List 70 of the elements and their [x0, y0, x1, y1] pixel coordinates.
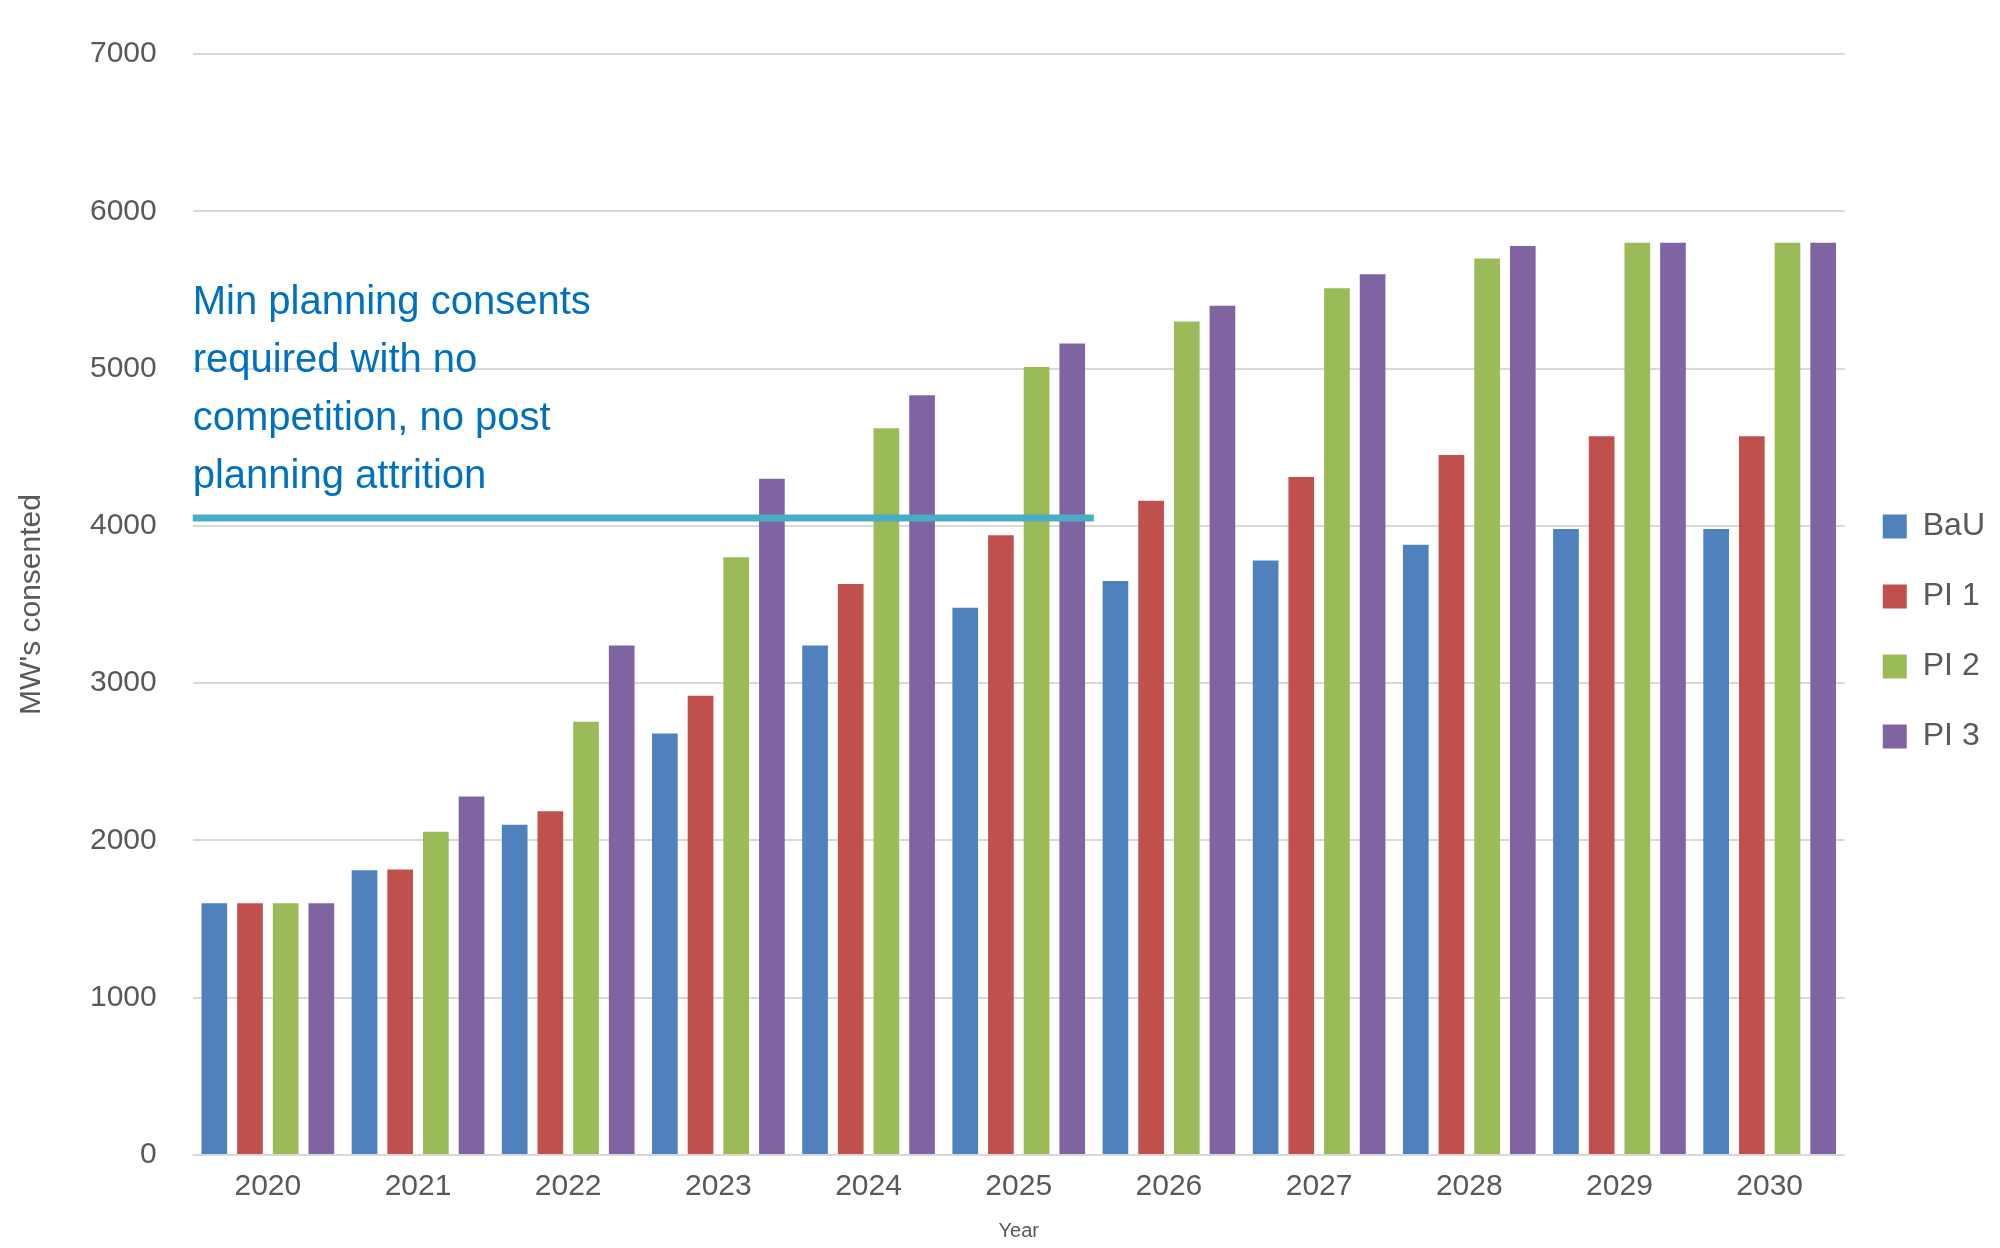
x-tick-label: 2030	[1736, 1168, 1804, 1202]
y-axis-title: MW's consented	[13, 494, 47, 715]
x-tick-label: 2020	[234, 1168, 302, 1202]
x-tick-label: 2025	[985, 1168, 1053, 1202]
bar	[1102, 580, 1129, 1154]
bar	[1703, 529, 1729, 1154]
bar	[687, 695, 714, 1154]
bar	[1288, 477, 1315, 1154]
bar	[201, 903, 228, 1154]
legend-label: BaU	[1922, 506, 1985, 543]
y-tick-label: 0	[140, 1136, 157, 1170]
bar	[723, 557, 750, 1154]
y-tick-label: 2000	[89, 821, 157, 855]
bar	[423, 831, 449, 1154]
x-tick-label: 2028	[1435, 1168, 1503, 1202]
bar	[1810, 242, 1836, 1154]
bar	[1359, 274, 1386, 1154]
bar	[909, 395, 935, 1154]
ref-line-label: Min planning consents required with no competition, no post planning attrition	[192, 277, 591, 496]
y-tick-label: 5000	[89, 349, 157, 383]
bar	[1438, 455, 1465, 1154]
bar	[1509, 245, 1536, 1154]
bar	[1324, 288, 1350, 1154]
bar	[652, 733, 678, 1154]
bar	[1173, 321, 1200, 1154]
legend-label: PI 3	[1922, 716, 1980, 753]
legend-label: PI 1	[1922, 576, 1980, 613]
legend-label: PI 2	[1922, 646, 1980, 683]
bar	[1774, 242, 1801, 1154]
bar	[1553, 529, 1579, 1154]
bar	[1624, 242, 1651, 1154]
bar	[1138, 500, 1164, 1154]
y-tick-label: 6000	[89, 192, 157, 226]
bar	[837, 584, 864, 1154]
bar	[573, 721, 599, 1154]
bar	[873, 428, 900, 1154]
bar	[608, 645, 635, 1154]
bar	[458, 796, 485, 1154]
bar	[1588, 436, 1615, 1154]
bar	[1209, 305, 1236, 1154]
x-tick-label: 2021	[384, 1168, 452, 1202]
bar	[759, 478, 785, 1154]
x-tick-label: 2023	[685, 1168, 752, 1202]
bar	[537, 811, 564, 1154]
bar	[952, 607, 979, 1154]
bar	[387, 869, 414, 1154]
y-tick-label: 3000	[89, 664, 157, 698]
bar	[1402, 544, 1429, 1154]
bar	[1660, 242, 1686, 1154]
x-axis-title: Year	[998, 1218, 1040, 1241]
bar	[272, 903, 299, 1154]
y-tick-label: 4000	[89, 507, 157, 541]
bar	[308, 903, 335, 1154]
x-tick-label: 2027	[1285, 1168, 1353, 1202]
bar	[237, 903, 263, 1154]
bar	[1252, 560, 1279, 1154]
y-tick-label: 7000	[89, 35, 157, 69]
bar	[351, 870, 378, 1154]
bar	[1738, 436, 1765, 1154]
x-tick-label: 2029	[1586, 1168, 1653, 1202]
x-tick-label: 2026	[1135, 1168, 1203, 1202]
bar	[1474, 258, 1500, 1154]
x-tick-label: 2022	[534, 1168, 602, 1202]
bar	[1023, 367, 1050, 1154]
bar	[802, 645, 828, 1154]
bar	[501, 824, 528, 1154]
bar	[1059, 343, 1086, 1154]
y-tick-label: 1000	[89, 978, 157, 1012]
x-tick-label: 2024	[835, 1168, 902, 1202]
bar	[988, 535, 1014, 1154]
